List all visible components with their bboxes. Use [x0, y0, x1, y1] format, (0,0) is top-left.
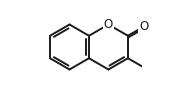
Text: O: O: [139, 20, 148, 33]
Text: O: O: [104, 18, 113, 31]
